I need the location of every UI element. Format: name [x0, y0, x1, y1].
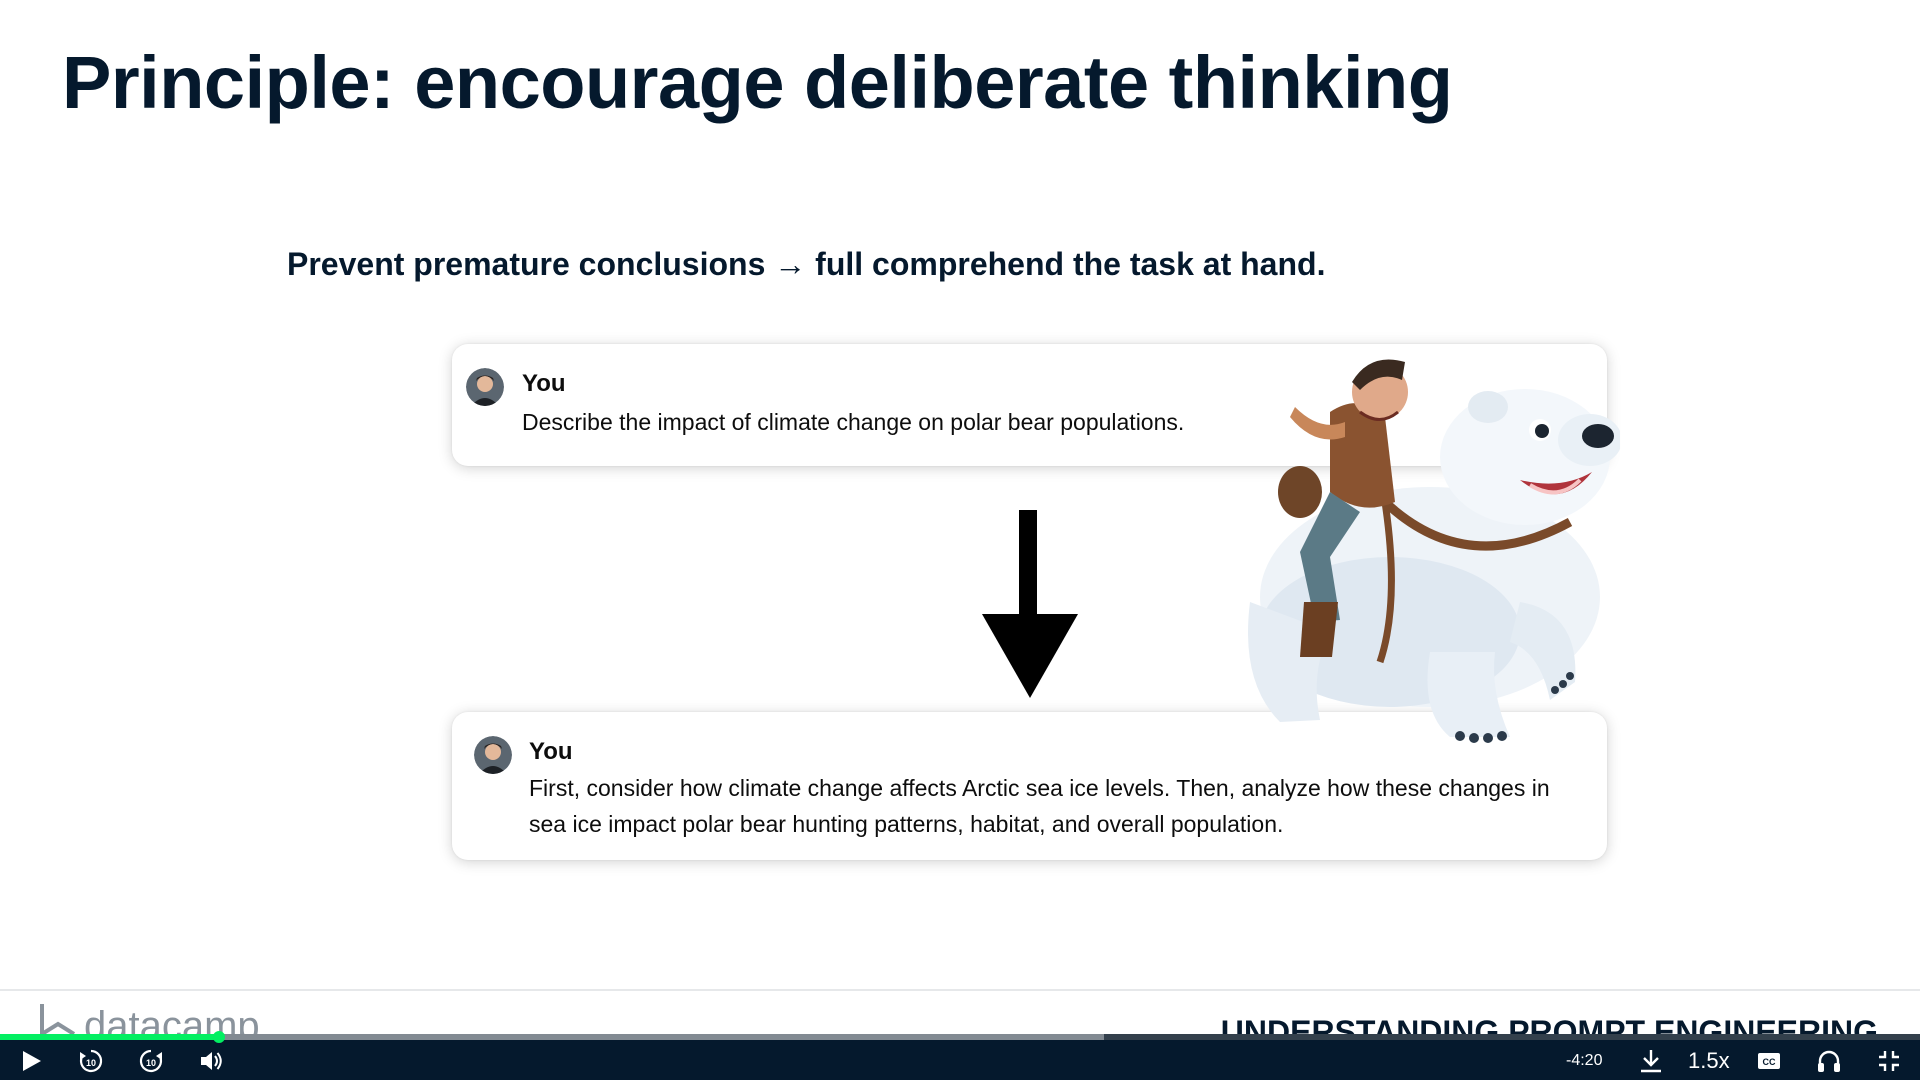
- progress-handle[interactable]: [212, 1031, 225, 1043]
- chat-message: Describe the impact of climate change on…: [522, 409, 1185, 435]
- skip-back-label: 10: [86, 1058, 96, 1068]
- chat-card-original-prompt: You Describe the impact of climate chang…: [452, 344, 1607, 466]
- time-remaining: -4:20: [1566, 1052, 1603, 1069]
- chat-message: First, consider how climate change affec…: [529, 775, 1550, 837]
- svg-text:CC: CC: [1763, 1057, 1776, 1067]
- headphones-icon: [1818, 1050, 1840, 1072]
- rewind-10-button[interactable]: 10: [74, 1044, 108, 1078]
- forward-10-button[interactable]: 10: [134, 1044, 168, 1078]
- download-button[interactable]: [1634, 1044, 1668, 1078]
- rewind-10-icon: 10: [79, 1049, 103, 1073]
- exit-fullscreen-button[interactable]: [1872, 1044, 1906, 1078]
- progress-played: [0, 1034, 219, 1040]
- skip-forward-label: 10: [146, 1058, 156, 1068]
- user-avatar: [474, 736, 512, 774]
- progress-buffered: [0, 1034, 1104, 1040]
- play-icon: [23, 1051, 41, 1071]
- datacamp-logo-icon: [40, 1004, 76, 1038]
- exit-fullscreen-icon: [1879, 1051, 1899, 1071]
- video-player-controls: [0, 1034, 1920, 1080]
- chat-user-name: You: [529, 738, 573, 765]
- progress-bar[interactable]: [0, 1031, 1920, 1043]
- user-avatar: [466, 368, 504, 406]
- audio-button[interactable]: [1812, 1044, 1846, 1078]
- logo-text: datacamp: [84, 1004, 260, 1038]
- course-name: UNDERSTANDING PROMPT ENGINEERING: [1220, 1014, 1878, 1034]
- polar-bear-rider-illustration: [1248, 359, 1620, 743]
- slide-subtitle: Prevent premature conclusions → full com…: [287, 246, 1326, 282]
- down-arrow-icon: [982, 510, 1078, 698]
- captions-button[interactable]: CC: [1752, 1044, 1786, 1078]
- download-icon: [1641, 1050, 1661, 1073]
- playback-speed-button[interactable]: 1.5x: [1688, 1048, 1730, 1073]
- forward-10-icon: 10: [139, 1049, 163, 1073]
- chat-card-improved-prompt: You First, consider how climate change a…: [452, 712, 1607, 860]
- volume-icon: [201, 1052, 222, 1070]
- datacamp-logo: datacamp: [38, 1004, 260, 1038]
- slide-title: Principle: encourage deliberate thinking: [62, 41, 1453, 124]
- volume-button[interactable]: [194, 1044, 228, 1078]
- footer-divider: [0, 989, 1920, 991]
- play-button[interactable]: [14, 1044, 48, 1078]
- chat-user-name: You: [522, 370, 566, 397]
- slide: Principle: encourage deliberate thinking…: [62, 41, 1620, 860]
- captions-icon: CC: [1758, 1053, 1780, 1069]
